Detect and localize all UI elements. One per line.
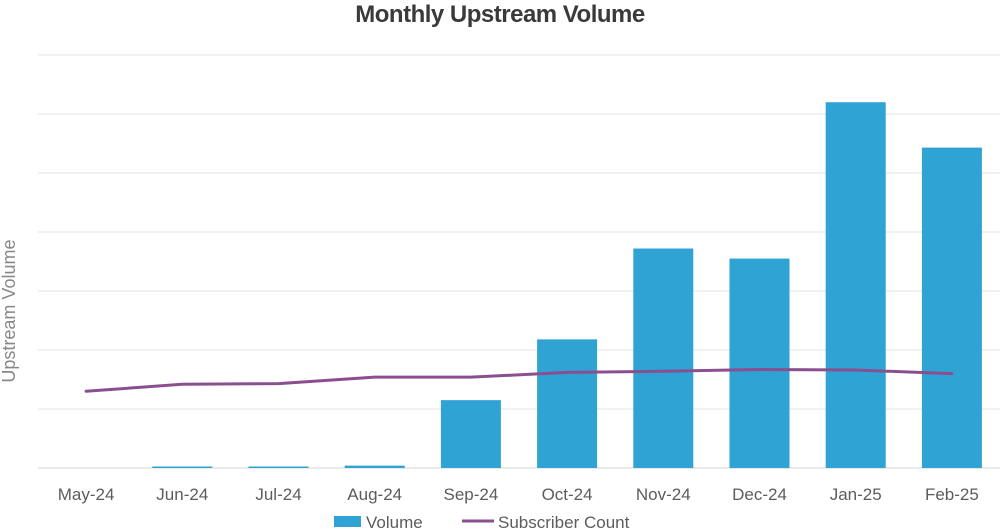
volume-bar <box>825 102 886 468</box>
volume-bar <box>537 339 598 468</box>
volume-bars <box>152 102 982 468</box>
volume-bar <box>633 248 694 468</box>
x-tick-label: Aug-24 <box>347 485 402 504</box>
legend-volume-label: Volume <box>366 513 423 531</box>
x-tick-label: Sep-24 <box>443 485 498 504</box>
x-tick-label: Jul-24 <box>255 485 301 504</box>
x-tick-label: Nov-24 <box>636 485 691 504</box>
subscriber-count-line <box>84 367 954 393</box>
x-tick-label: May-24 <box>58 485 115 504</box>
x-tick-label: Jan-25 <box>830 485 882 504</box>
x-tick-label: Dec-24 <box>732 485 787 504</box>
chart-title: Monthly Upstream Volume <box>355 1 645 28</box>
y-axis-label: Upstream Volume <box>0 240 19 383</box>
x-axis-ticks: May-24 Jun-24 Jul-24 Aug-24 Sep-24 Oct-24 Nov-… <box>58 485 979 504</box>
legend-subscriber-label: Subscriber Count <box>498 513 630 531</box>
x-tick-label: Jun-24 <box>156 485 208 504</box>
volume-bar <box>729 258 790 468</box>
volume-bar <box>152 466 213 468</box>
x-tick-label: Oct-24 <box>542 485 593 504</box>
legend-volume-swatch <box>334 516 361 527</box>
volume-bar <box>440 400 501 468</box>
volume-bar <box>344 465 405 468</box>
subscriber-line-group <box>84 367 954 393</box>
legend: Volume Subscriber Count <box>334 513 630 531</box>
volume-bar <box>248 466 309 468</box>
volume-bar <box>921 147 982 468</box>
x-tick-label: Feb-25 <box>925 485 979 504</box>
